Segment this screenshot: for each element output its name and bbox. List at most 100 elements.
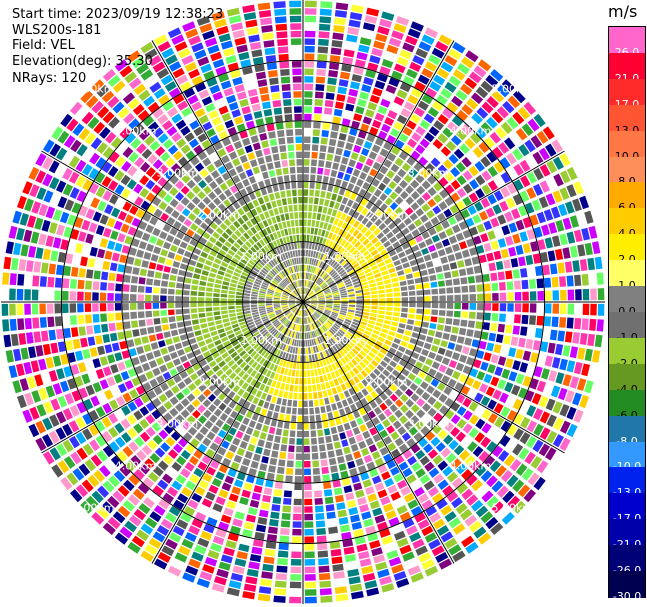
ray-gate — [319, 221, 324, 229]
ray-gate — [346, 286, 354, 290]
ray-gate — [407, 28, 421, 39]
ray-gate — [391, 226, 400, 235]
ray-gate — [513, 428, 524, 441]
ray-gate — [388, 330, 396, 337]
ray-gate — [353, 144, 362, 154]
ray-gate — [35, 437, 47, 452]
ray-gate — [564, 390, 575, 403]
ray-gate — [579, 195, 590, 210]
ray-gate — [184, 462, 195, 472]
ray-gate — [139, 406, 150, 417]
ray-gate — [286, 407, 292, 414]
ray-gate — [350, 443, 359, 452]
ray-gate — [186, 367, 195, 375]
ray-gate — [236, 347, 244, 354]
colorbar-segment — [609, 545, 645, 573]
ray-gate — [304, 61, 315, 68]
ray-gate — [339, 349, 346, 357]
ray-gate — [279, 451, 287, 459]
ray-gate — [396, 479, 408, 490]
ray-gate — [399, 318, 407, 324]
ray-gate — [304, 596, 317, 604]
ray-gate — [287, 452, 295, 460]
ray-gate — [539, 180, 551, 193]
ray-gate — [228, 427, 237, 436]
ray-gate — [346, 397, 354, 405]
ray-gate — [234, 37, 247, 46]
ray-gate — [350, 590, 364, 600]
ray-gate — [262, 359, 269, 367]
ray-gate — [310, 346, 314, 354]
ray-gate — [57, 196, 68, 209]
ray-gate — [424, 532, 438, 543]
ray-gate — [351, 278, 359, 283]
ray-gate — [325, 297, 333, 300]
ray-gate — [415, 449, 426, 460]
ray-gate — [353, 185, 361, 194]
ray-gate — [324, 496, 334, 504]
ray-gate — [367, 532, 379, 542]
ray-gate — [311, 300, 318, 302]
ray-gate — [404, 267, 412, 274]
ray-gate — [438, 176, 449, 187]
ray-gate — [434, 354, 444, 363]
ray-gate — [491, 90, 505, 103]
ray-gate — [383, 279, 391, 285]
ray-gate — [312, 313, 318, 320]
ray-gate — [251, 492, 261, 501]
ray-gate — [388, 267, 396, 274]
ray-gate — [341, 304, 348, 307]
ray-gate — [371, 306, 378, 310]
ray-gate — [452, 370, 461, 380]
ray-gate — [298, 400, 303, 408]
ray-gate — [312, 235, 317, 243]
ray-gate — [205, 448, 215, 458]
ray-gate — [175, 402, 185, 412]
ray-gate — [348, 307, 355, 310]
ray-gate — [240, 324, 248, 330]
ray-gate — [243, 299, 250, 302]
ray-gate — [280, 68, 290, 76]
ray-gate — [211, 116, 222, 127]
ray-gate — [287, 337, 291, 345]
ray-gate — [349, 420, 358, 429]
ray-gate — [544, 316, 552, 327]
ray-gate — [427, 407, 437, 417]
ray-gate — [388, 556, 402, 567]
ray-gate — [238, 171, 247, 180]
ray-gate — [236, 147, 246, 157]
ray-gate — [137, 302, 145, 310]
ray-gate — [357, 353, 364, 360]
ray-gate — [409, 296, 416, 302]
ray-gate — [271, 329, 278, 336]
ray-gate — [148, 235, 158, 245]
ray-gate — [360, 278, 367, 283]
ray-gate — [295, 136, 303, 144]
ray-gate — [259, 132, 268, 141]
ray-gate — [547, 342, 556, 354]
ray-gate — [407, 455, 418, 466]
ray-gate — [348, 299, 356, 302]
ray-gate — [234, 268, 242, 274]
ray-gate — [437, 114, 449, 125]
ray-gate — [178, 327, 186, 335]
ray-gate — [456, 62, 470, 75]
ray-gate — [415, 420, 425, 430]
ray-gate — [386, 231, 394, 239]
ray-gate — [289, 338, 293, 346]
ray-gate — [376, 318, 384, 323]
ray-gate — [265, 302, 273, 304]
ray-gate — [514, 303, 522, 313]
ray-gate — [160, 347, 169, 356]
ray-gate — [360, 447, 370, 457]
ray-gate — [363, 308, 370, 313]
ray-gate — [110, 386, 121, 397]
ray-gate — [227, 468, 237, 478]
ray-gate — [309, 265, 313, 273]
ray-gate — [41, 372, 51, 385]
ray-gate — [117, 264, 125, 273]
ray-gate — [410, 113, 421, 124]
ray-gate — [475, 174, 486, 186]
ray-gate — [122, 201, 132, 212]
ray-gate — [417, 100, 429, 111]
